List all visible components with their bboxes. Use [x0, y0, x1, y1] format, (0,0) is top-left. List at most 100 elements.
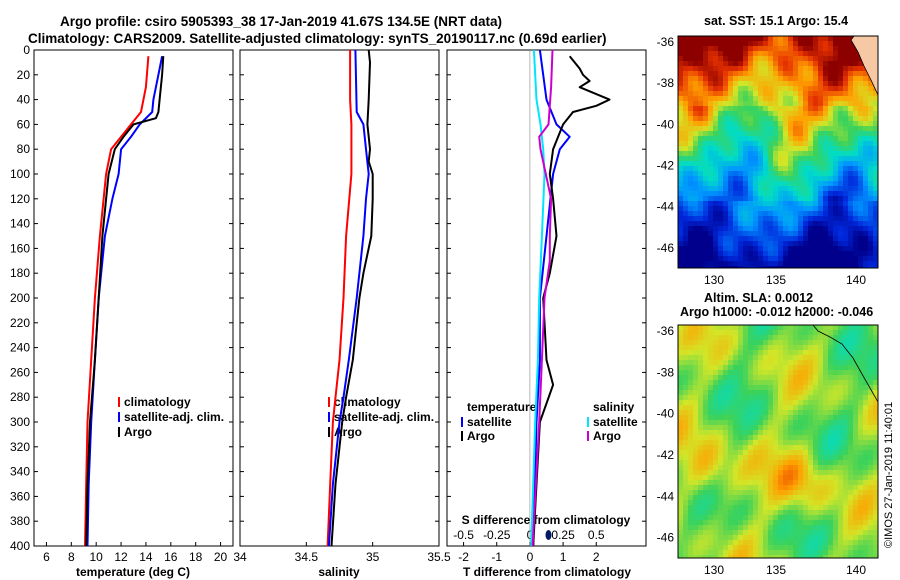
sla-cell: [733, 330, 739, 336]
sst-cell: [788, 56, 794, 62]
sla-cell: [853, 355, 859, 361]
sst-cell: [778, 101, 784, 107]
sla-cell: [708, 330, 714, 336]
sla-cell: [773, 530, 779, 536]
sst-cell: [683, 146, 689, 152]
sst-cell: [738, 196, 744, 202]
sst-cell: [743, 171, 749, 177]
sst-cell: [828, 126, 834, 132]
sst-cell: [728, 36, 734, 42]
sst-cell: [848, 181, 854, 187]
sst-cell: [723, 161, 729, 167]
sla-cell: [748, 330, 754, 336]
sst-cell: [808, 251, 814, 257]
sst-cell: [723, 206, 729, 212]
sla-cell: [713, 395, 719, 401]
sst-cell: [743, 236, 749, 242]
salinity-satellite-line: [327, 49, 370, 547]
sst-cell: [698, 186, 704, 192]
sla-cell: [798, 550, 804, 556]
sst-cell: [698, 216, 704, 222]
sla-cell: [808, 455, 814, 461]
sla-cell: [808, 395, 814, 401]
sla-cell: [853, 495, 859, 501]
sla-cell: [783, 340, 789, 346]
sst-cell: [758, 101, 764, 107]
sla-cell: [858, 325, 864, 331]
sla-cell: [808, 390, 814, 396]
sst-cell: [873, 251, 878, 257]
sst-cell: [738, 86, 744, 92]
sla-cell: [863, 475, 869, 481]
sst-cell: [858, 76, 864, 82]
sla-cell: [728, 550, 734, 556]
sla-lat-label: -42: [657, 448, 675, 462]
sst-cell: [683, 251, 689, 257]
sst-cell: [738, 66, 744, 72]
sst-cell: [713, 166, 719, 172]
sla-cell: [708, 360, 714, 366]
sst-cell: [698, 96, 704, 102]
sst-cell: [798, 106, 804, 112]
sla-cell: [858, 525, 864, 531]
sla-cell: [833, 520, 839, 526]
sla-cell: [793, 495, 799, 501]
sla-cell: [773, 445, 779, 451]
sla-cell: [713, 470, 719, 476]
sla-cell: [728, 410, 734, 416]
sst-cell: [863, 111, 869, 117]
sst-cell: [708, 76, 714, 82]
sst-cell: [793, 136, 799, 142]
sst-cell: [698, 101, 704, 107]
sla-cell: [738, 450, 744, 456]
sst-cell: [853, 206, 859, 212]
sst-cell: [773, 91, 779, 97]
sst-cell: [693, 241, 699, 247]
sla-cell: [753, 535, 759, 541]
sla-cell: [718, 535, 724, 541]
sst-cell: [818, 116, 824, 122]
sst-cell: [713, 236, 719, 242]
sla-cell: [678, 355, 684, 361]
sla-cell: [783, 420, 789, 426]
sla-cell: [828, 380, 834, 386]
sla-cell: [713, 335, 719, 341]
sst-cell: [693, 261, 699, 267]
salinity-x-tick-label: 34: [233, 550, 247, 564]
sst-cell: [713, 211, 719, 217]
sla-cell: [848, 445, 854, 451]
sst-cell: [853, 201, 859, 207]
sst-cell: [818, 146, 824, 152]
sla-cell: [738, 335, 744, 341]
sla-cell: [853, 465, 859, 471]
sla-cell: [713, 340, 719, 346]
sst-cell: [708, 61, 714, 67]
sst-cell: [783, 191, 789, 197]
sst-cell: [763, 236, 769, 242]
sst-cell: [853, 81, 859, 87]
sst-cell: [748, 116, 754, 122]
sst-cell: [828, 151, 834, 157]
sla-cell: [768, 400, 774, 406]
sst-cell: [848, 216, 854, 222]
sla-cell: [758, 545, 764, 551]
sst-cell: [773, 156, 779, 162]
salinity-x-label: salinity: [318, 565, 360, 579]
sst-cell: [873, 141, 878, 147]
sst-cell: [838, 36, 844, 42]
sst-cell: [733, 186, 739, 192]
sst-cell: [718, 91, 724, 97]
sla-cell: [703, 475, 709, 481]
sla-cell: [743, 360, 749, 366]
sla-cell: [778, 370, 784, 376]
sla-cell: [678, 475, 684, 481]
sst-cell: [768, 36, 774, 42]
sst-cell: [753, 191, 759, 197]
sst-cell: [718, 56, 724, 62]
sla-cell: [783, 410, 789, 416]
sst-cell: [723, 101, 729, 107]
sst-cell: [683, 56, 689, 62]
sla-cell: [848, 510, 854, 516]
sla-cell: [858, 545, 864, 551]
sst-cell: [703, 211, 709, 217]
